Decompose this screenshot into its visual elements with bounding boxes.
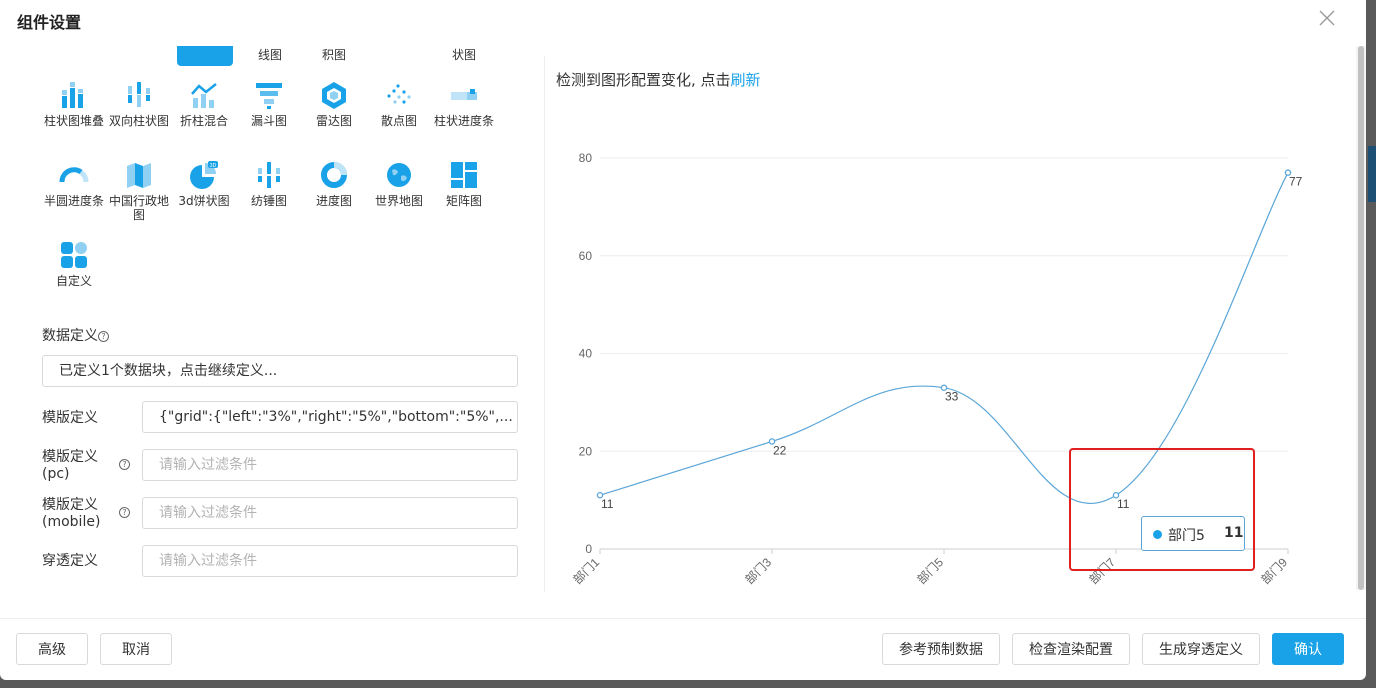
chart-type-radar[interactable]: 雷达图 xyxy=(304,80,364,128)
drill-label: 穿透定义 xyxy=(42,553,98,569)
reference-data-button[interactable]: 参考预制数据 xyxy=(882,633,1000,665)
semicircle-progress-icon xyxy=(59,167,89,183)
tab-area[interactable]: 积图 xyxy=(322,48,347,62)
x-tick-label: 部门9 xyxy=(1258,554,1291,587)
radar-icon xyxy=(322,82,346,109)
bidirectional-bar-icon xyxy=(128,82,150,107)
y-tick-label: 40 xyxy=(579,347,593,361)
chart-type-pie-3d[interactable]: 3D 3d饼状图 xyxy=(174,160,234,208)
x-tick-label: 部门3 xyxy=(742,554,775,587)
data-point xyxy=(1112,491,1120,499)
y-tick-label: 60 xyxy=(579,249,593,263)
highlight-box xyxy=(1069,448,1255,571)
chart-type-bar-progress[interactable]: 柱状进度条 xyxy=(434,80,494,128)
chart-type-semicircle-progress[interactable]: 半圆进度条 xyxy=(44,160,104,208)
series-line xyxy=(599,172,1289,504)
tooltip-dot xyxy=(1153,530,1162,539)
panel-divider xyxy=(544,56,545,592)
dialog-title: 组件设置 xyxy=(17,13,82,32)
help-icon[interactable]: ? xyxy=(98,330,109,342)
help-icon[interactable]: ? xyxy=(119,459,130,470)
pie-3d-icon: 3D xyxy=(190,161,218,189)
data-point xyxy=(768,438,776,445)
stacked-bar-icon xyxy=(62,82,83,108)
chart-type-stacked-bar[interactable]: 柱状图堆叠 xyxy=(44,80,104,128)
y-tick-label: 0 xyxy=(585,542,592,556)
generate-drill-button[interactable]: 生成穿透定义 xyxy=(1142,633,1260,665)
chart-tooltip: 部门5 11 xyxy=(1141,516,1245,551)
x-tick-label: 部门5 xyxy=(914,554,947,587)
config-change-notice: 检测到图形配置变化, 点击刷新 xyxy=(556,71,761,89)
scrollbar-thumb[interactable] xyxy=(1358,46,1364,590)
line-bar-mix-icon xyxy=(191,83,217,108)
template-mobile-label: 模版定义 (mobile) xyxy=(42,497,101,530)
template-pc-label: 模版定义 (pc) xyxy=(42,449,98,482)
tab-active[interactable] xyxy=(177,46,233,66)
scatter-icon xyxy=(387,84,411,104)
funnel-icon xyxy=(256,83,282,109)
data-label: 22 xyxy=(773,443,787,457)
china-map-icon xyxy=(127,163,151,188)
check-render-button[interactable]: 检查渲染配置 xyxy=(1012,633,1130,665)
chart-type-line-bar-mix[interactable]: 折柱混合 xyxy=(174,80,234,128)
chart-type-matrix[interactable]: 矩阵图 xyxy=(434,160,494,208)
tooltip-value: 11 xyxy=(1224,525,1244,541)
data-label: 11 xyxy=(601,497,614,511)
advanced-button[interactable]: 高级 xyxy=(16,633,88,665)
data-point xyxy=(596,491,604,499)
data-label: 33 xyxy=(945,390,959,404)
chart-type-progress-ring[interactable]: 进度图 xyxy=(304,160,364,208)
template-pc-input[interactable]: 请输入过滤条件 xyxy=(142,449,518,481)
data-def-label: 数据定义? xyxy=(42,328,109,345)
chart-type-bidirectional-bar[interactable]: 双向柱状图 xyxy=(109,80,169,128)
chart-type-china-map[interactable]: 中国行政地图 xyxy=(109,160,169,222)
tooltip-name: 部门5 xyxy=(1168,528,1205,544)
tab-other[interactable]: 状图 xyxy=(452,48,477,62)
y-tick-label: 20 xyxy=(579,444,593,458)
data-point xyxy=(940,384,948,391)
y-tick-label: 80 xyxy=(579,151,593,165)
chart-type-spindle[interactable]: 纺锤图 xyxy=(239,160,299,208)
confirm-button[interactable]: 确认 xyxy=(1272,633,1344,665)
scrollbar[interactable] xyxy=(1356,46,1366,590)
template-field[interactable]: {"grid":{"left":"3%","right":"5%","botto… xyxy=(142,401,518,433)
data-def-field[interactable]: 已定义1个数据块，点击继续定义... xyxy=(42,355,518,387)
cancel-button[interactable]: 取消 xyxy=(100,633,172,665)
chart-type-funnel[interactable]: 漏斗图 xyxy=(239,80,299,128)
spindle-icon xyxy=(258,162,280,188)
chart-type-scatter[interactable]: 散点图 xyxy=(369,80,429,128)
help-icon[interactable]: ? xyxy=(119,507,130,518)
close-icon[interactable] xyxy=(1318,9,1336,27)
custom-icon xyxy=(61,242,87,268)
data-label: 77 xyxy=(1289,175,1303,189)
chart-type-custom[interactable]: 自定义 xyxy=(44,240,104,288)
x-tick-label: 部门1 xyxy=(570,554,603,587)
data-point xyxy=(1284,169,1292,176)
data-label: 11 xyxy=(1117,497,1130,511)
template-label: 模版定义 xyxy=(42,410,98,426)
bar-progress-icon xyxy=(451,89,477,100)
chart-type-world-map[interactable]: 世界地图 xyxy=(369,160,429,208)
drill-input[interactable]: 请输入过滤条件 xyxy=(142,545,518,577)
template-mobile-input[interactable]: 请输入过滤条件 xyxy=(142,497,518,529)
tab-line[interactable]: 线图 xyxy=(258,48,283,62)
refresh-link[interactable]: 刷新 xyxy=(730,71,761,89)
matrix-icon xyxy=(451,162,477,188)
world-map-icon xyxy=(387,163,411,187)
background-edge xyxy=(1368,146,1376,202)
svg-text:3D: 3D xyxy=(210,163,217,169)
progress-ring-icon xyxy=(321,162,347,188)
footer-divider xyxy=(0,618,1366,619)
